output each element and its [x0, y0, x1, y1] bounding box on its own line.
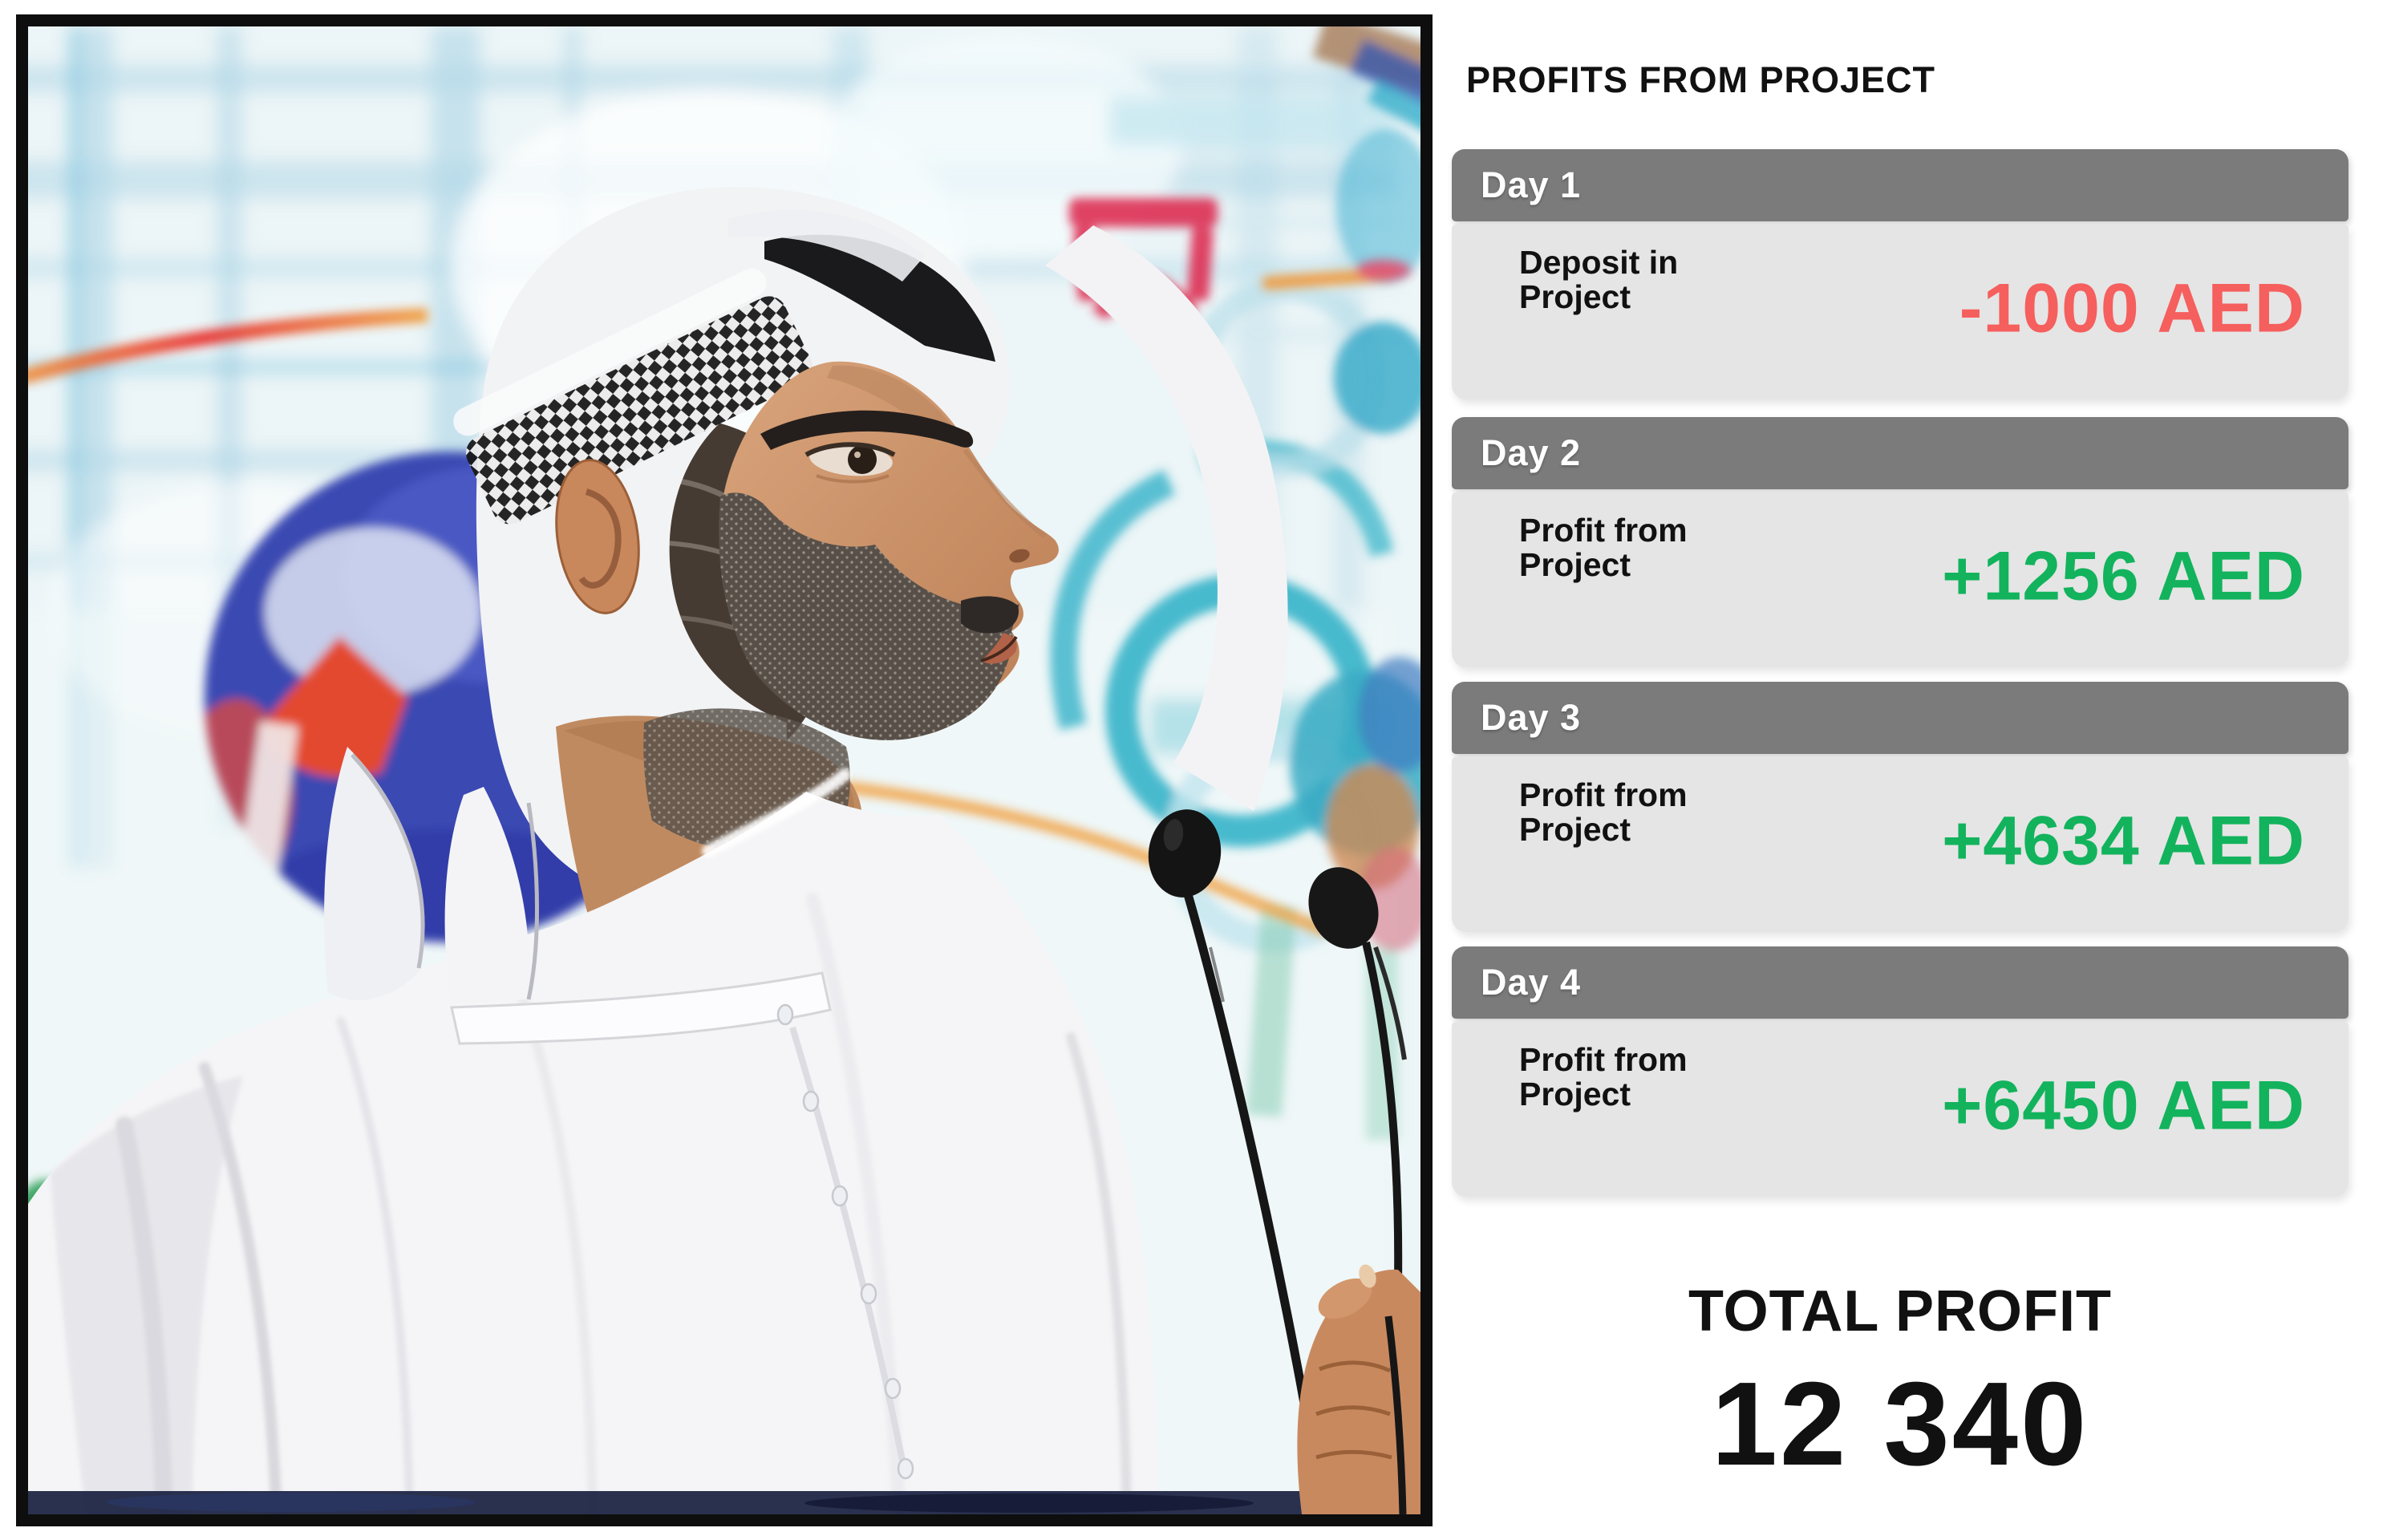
- mouth-line: [980, 635, 1018, 663]
- robe-collar: [450, 971, 832, 1045]
- day-label: Day 3: [1481, 697, 1582, 738]
- entry-label: Profit from Project: [1519, 776, 1688, 849]
- day-card-1: Day 1 Deposit in Project -1000 AED: [1452, 149, 2348, 399]
- profit-value: +4634 AED: [1942, 802, 2305, 880]
- entry-label: Deposit in Project: [1519, 244, 1679, 316]
- orange-arc-graphic: [28, 308, 428, 383]
- panel-title: PROFITS FROM PROJECT: [1466, 59, 1936, 100]
- day-label: Day 1: [1481, 164, 1582, 205]
- speaker-ear: [555, 459, 640, 614]
- podium-strip: [28, 1491, 1420, 1514]
- teal-swirl-graphic: [1050, 26, 1420, 1140]
- eye: [804, 442, 896, 484]
- entry-label: Profit from Project: [1519, 512, 1688, 584]
- day-card-header: Day 3: [1452, 682, 2348, 754]
- nostril: [1009, 549, 1030, 563]
- day-card-4: Day 4 Profit from Project +6450 AED: [1452, 946, 2348, 1197]
- day-card-2: Day 2 Profit from Project +1256 AED: [1452, 417, 2348, 667]
- headdress-tail: [1045, 225, 1288, 811]
- total-profit-value: 12 340: [1711, 1358, 2089, 1490]
- total-profit-section: TOTAL PROFIT 12 340: [1452, 1279, 2348, 1484]
- day-label: Day 4: [1481, 962, 1582, 1003]
- profit-value: -1000 AED: [1959, 270, 2305, 347]
- entry-label: Profit from Project: [1519, 1041, 1688, 1113]
- profit-value: +6450 AED: [1942, 1067, 2305, 1145]
- day-card-body: Profit from Project +6450 AED: [1452, 1022, 2348, 1197]
- microphone-stem-front-segment: [1384, 1315, 1407, 1514]
- profits-panel: PROFITS FROM PROJECT Day 1 Deposit in Pr…: [1452, 0, 2348, 1540]
- robe-buttons: [776, 1003, 914, 1480]
- headdress-front-tails: [324, 747, 539, 1003]
- robe-folds: [51, 768, 1132, 1514]
- lips: [981, 633, 1017, 664]
- day-card-body: Profit from Project +1256 AED: [1452, 492, 2348, 667]
- headdress-fold-shadow: [764, 234, 995, 362]
- speaker: [28, 187, 1288, 1514]
- day-card-body: Deposit in Project -1000 AED: [1452, 225, 2348, 399]
- checkered-band: [453, 268, 813, 525]
- orange-arc-right: [744, 772, 1330, 937]
- day-card-header: Day 2: [1452, 417, 2348, 489]
- mustache: [961, 596, 1019, 634]
- day-label: Day 2: [1481, 432, 1582, 473]
- nose-bridge: [962, 448, 1047, 539]
- eyebrow: [760, 410, 974, 450]
- day-card-body: Profit from Project +4634 AED: [1452, 757, 2348, 932]
- speaker-photo-art: [28, 26, 1420, 1514]
- microphone-back: [1308, 867, 1379, 949]
- total-profit-label: TOTAL PROFIT: [1688, 1279, 2112, 1343]
- day-card-3: Day 3 Profit from Project +4634 AED: [1452, 682, 2348, 932]
- profit-value: +1256 AED: [1942, 537, 2305, 615]
- day-card-header: Day 1: [1452, 149, 2348, 221]
- speaker-photo: [16, 14, 1433, 1526]
- day-card-header: Day 4: [1452, 946, 2348, 1019]
- headdress-fold: [728, 209, 925, 282]
